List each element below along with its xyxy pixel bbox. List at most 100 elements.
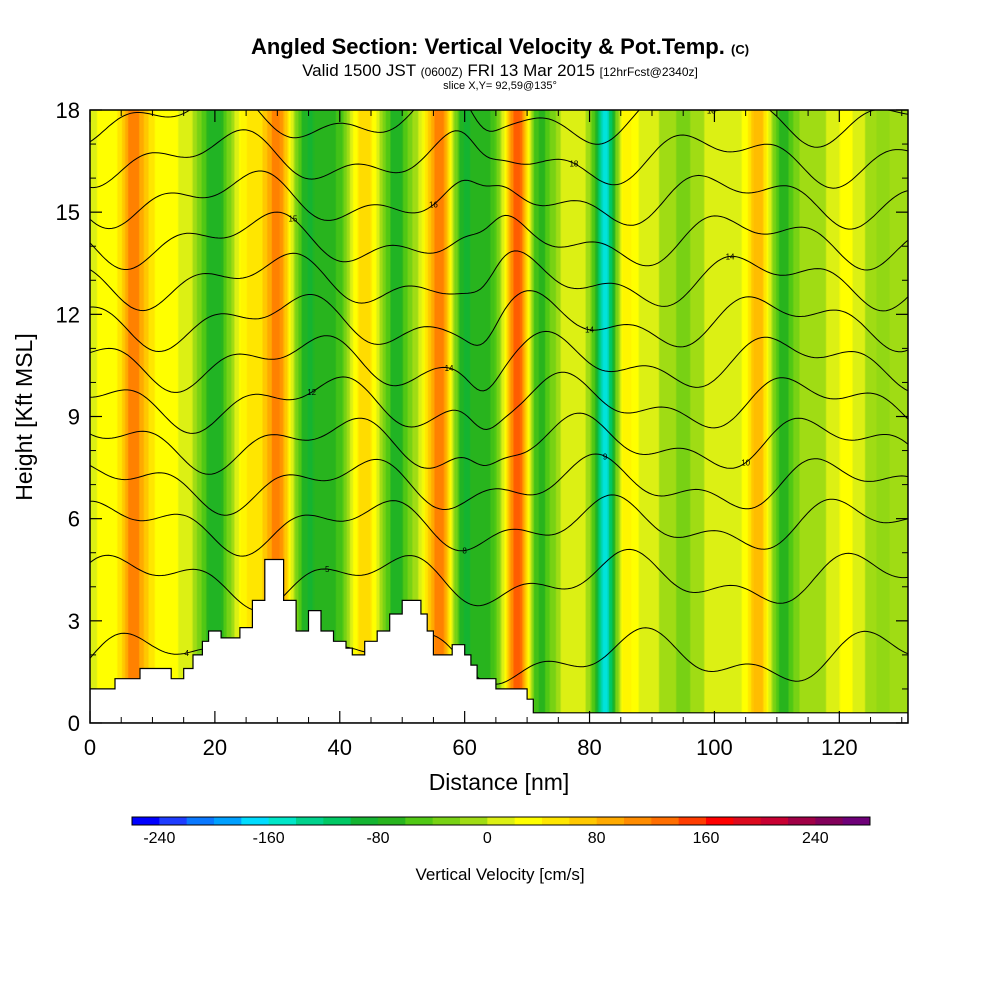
colorbar-swatch (733, 817, 762, 825)
colorbar-swatch (678, 817, 707, 825)
colorbar-tick-label: 0 (483, 830, 492, 847)
velocity-band (417, 110, 425, 723)
colorbar-swatch (842, 817, 871, 825)
colorbar-swatch (514, 817, 543, 825)
colorbar-swatch (788, 817, 816, 825)
chart-title-block: Angled Section: Vertical Velocity & Pot.… (0, 34, 1000, 92)
theta-contour-line (90, 494, 908, 557)
x-tick-label: 120 (821, 735, 858, 760)
velocity-band (434, 110, 445, 723)
colorbar-frame (131, 816, 871, 826)
velocity-band (714, 110, 728, 723)
colorbar-swatch (405, 817, 434, 825)
colorbar-swatch (132, 817, 160, 825)
contour-label: 10 (741, 459, 750, 468)
velocity-band (186, 110, 194, 723)
colorbar-swatch (815, 817, 844, 825)
colorbar: -240 -160 -80 0 80 160 240 (131, 816, 871, 847)
velocity-band (390, 110, 402, 723)
colorbar-swatch (596, 817, 625, 825)
velocity-band (513, 110, 523, 723)
velocity-band (99, 110, 106, 723)
colorbar-swatch (214, 817, 242, 825)
contour-label: 4 (185, 649, 190, 658)
velocity-band (302, 110, 315, 723)
colorbar-title: Vertical Velocity [cm/s] (415, 865, 584, 884)
slice-info: slice X,Y= 92,59@135° (443, 80, 557, 92)
theta-contour-line (90, 170, 908, 230)
velocity-band (271, 110, 283, 723)
forecast-info: [12hrFcst@2340z] (599, 65, 698, 79)
velocity-band (331, 110, 343, 723)
velocity-band (359, 110, 371, 723)
velocity-field (90, 110, 908, 723)
colorbar-swatch (624, 817, 652, 825)
x-tick-label: 60 (452, 735, 476, 760)
x-tick-label: 40 (328, 735, 352, 760)
plot-area: 4 5 8 9 10 12 14 14 14 15 16 18 18 (90, 107, 908, 723)
contour-label: 18 (707, 107, 716, 116)
velocity-band (839, 110, 853, 723)
colorbar-swatch (651, 817, 680, 825)
colorbar-swatch (350, 817, 379, 825)
chart-subtitle: Valid 1500 JST (0600Z) FRI 13 Mar 2015 [… (0, 62, 1000, 80)
colorbar-swatch (296, 817, 324, 825)
colorbar-tick-label: 240 (802, 830, 829, 847)
chart-title-main: Angled Section: Vertical Velocity & Pot.… (250, 34, 725, 59)
colorbar-swatch (706, 817, 734, 825)
colorbar-swatch (460, 817, 488, 825)
theta-contour-line (90, 412, 908, 475)
velocity-band (240, 110, 252, 723)
valid-time-utc: (0600Z) (420, 65, 463, 79)
theta-contour-line (90, 290, 908, 353)
velocity-band (565, 110, 577, 723)
y-tick-label: 12 (56, 302, 80, 327)
colorbar-swatch (760, 817, 789, 825)
theta-contour-line (90, 371, 908, 434)
y-tick-label: 0 (68, 711, 80, 736)
y-tick-label: 15 (56, 200, 80, 225)
y-tick-label: 6 (68, 507, 80, 532)
y-tick-label: 3 (68, 609, 80, 634)
x-tick-label: 20 (203, 735, 227, 760)
contour-label: 5 (325, 565, 330, 574)
velocity-band (645, 110, 659, 723)
colorbar-tick-label: 80 (588, 830, 606, 847)
velocity-band (484, 110, 495, 723)
velocity-band (622, 110, 632, 723)
y-axis: 0 3 6 9 12 15 18 (56, 98, 908, 736)
colorbar-swatch (487, 817, 516, 825)
colorbar-tick-label: -80 (366, 830, 389, 847)
contour-label: 8 (462, 547, 467, 556)
contour-label: 9 (603, 452, 608, 461)
colorbar-tick-label: -160 (253, 830, 285, 847)
x-axis-label: Distance [nm] (429, 769, 570, 795)
colorbar-swatch (186, 817, 215, 825)
contour-label: 18 (569, 159, 578, 168)
theta-contour-line (90, 110, 908, 148)
colorbar-swatch (159, 817, 188, 825)
terrain (90, 558, 908, 723)
colorbar-swatch (542, 817, 570, 825)
x-tick-label: 0 (84, 735, 96, 760)
contour-label: 14 (585, 326, 594, 335)
velocity-band (676, 110, 690, 723)
colorbar-swatch (569, 817, 598, 825)
colorbar-swatch (241, 817, 270, 825)
velocity-band (876, 110, 890, 723)
colorbar-swatch (378, 817, 406, 825)
velocity-band (128, 110, 140, 723)
colorbar-tick-label: -240 (143, 830, 175, 847)
theta-contours: 4 5 8 9 10 12 14 14 14 15 16 18 18 (90, 107, 908, 690)
theta-contour-line (90, 453, 908, 516)
y-tick-label: 9 (68, 405, 80, 430)
x-tick-label: 80 (577, 735, 601, 760)
velocity-band (601, 110, 610, 723)
velocity-shading (90, 110, 908, 723)
x-axis: 0 20 40 60 80 100 120 (84, 110, 903, 760)
colorbar-swatch (268, 817, 297, 825)
colorbar-swatch (432, 817, 461, 825)
colorbar-swatch (323, 817, 352, 825)
velocity-band (459, 110, 470, 723)
